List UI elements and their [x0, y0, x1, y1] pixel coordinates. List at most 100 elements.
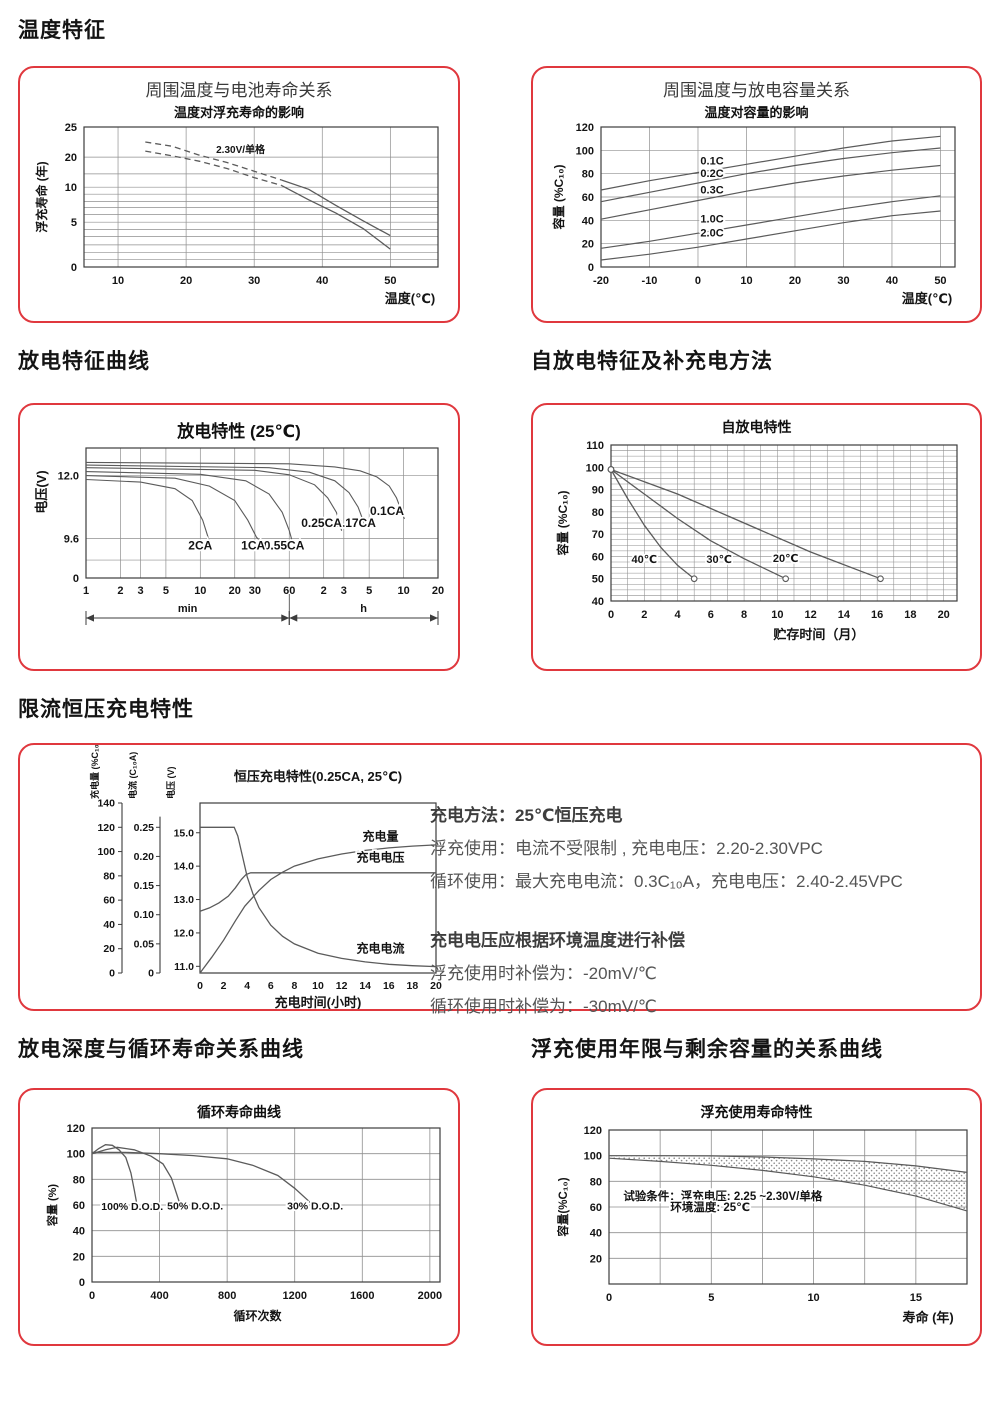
y-tick-label: 140: [97, 798, 115, 810]
x-tick-label: 18: [407, 980, 419, 992]
y-axis-label: 浮充寿命 (年): [34, 161, 49, 232]
curve-label: 充电电压: [357, 849, 405, 864]
labels: 40℃ 30℃ 20℃: [630, 551, 800, 568]
charge-info-block: 充电方法：25℃恒压充电 浮充使用：电流不受限制 , 充电电压：2.20-2.3…: [430, 799, 978, 1023]
x-axis-label: 寿命 (年): [902, 1310, 953, 1325]
x-tick-label: 1: [83, 585, 89, 597]
curve-label: 充电电流: [357, 940, 405, 955]
y-tick-label: 0.25: [134, 822, 155, 834]
x-tick-label: 2: [641, 609, 647, 621]
section-heading-charge: 限流恒压充电特性: [18, 698, 194, 721]
ticks: 0 20 40 60 80 100 120 -20 -10 0 10 20 30 40 50 温度(℃) 容量 …: [551, 122, 952, 306]
time-unit-label: min: [178, 603, 198, 615]
x-tick-label: 10: [194, 585, 206, 597]
y-tick-label: 120: [97, 822, 115, 834]
x-tick-label: 20: [938, 609, 950, 621]
curve-label: 2.30V/单格: [216, 143, 266, 156]
x-tick-label: 3: [137, 585, 143, 597]
y-tick-label: 0.15: [134, 880, 155, 892]
y-tick-label: 120: [576, 122, 594, 134]
section-heading-cycle-life: 放电深度与循环寿命关系曲线: [18, 1038, 304, 1061]
ticks: 0 5 10 20 25 10 20 30 40 50 温度(℃) 浮充寿命 (年): [34, 122, 435, 306]
curve-label: 0.1CA: [370, 504, 404, 518]
curve-label: 30℃: [706, 554, 732, 566]
y-tick-label: 0: [148, 968, 154, 980]
x-tick-label: 14: [359, 980, 371, 992]
x-tick-label: 4: [674, 609, 681, 621]
y-tick-label: 25: [65, 122, 77, 134]
x-axis-label: 循环次数: [234, 1308, 283, 1323]
test-condition-note: 试验条件：浮充电压: 2.25 ~2.30V/单格: [623, 1189, 823, 1203]
chart-self-discharge: 40℃ 30℃ 20℃ 40 50 60 70 80 90 100 110 0 2 4 6 8 10 12 14 16…: [555, 440, 958, 642]
x-tick-label: 10: [740, 275, 752, 287]
series: [199, 826, 437, 974]
x-tick-label: 20: [432, 585, 444, 597]
curve-label: 20℃: [773, 553, 799, 565]
curve-label: 0.2C: [700, 168, 723, 180]
band: [608, 1155, 968, 1212]
y-tick-label: 40: [592, 596, 604, 608]
x-tick-label: 2: [117, 585, 123, 597]
section-heading-temperature: 温度特征: [18, 19, 106, 42]
ticks: 20 40 60 80 100 120 0 5 10 15 寿命 (年) 容量(%C₁₀): [556, 1125, 954, 1325]
curve-label: 1CA: [241, 538, 265, 552]
frame: [91, 1127, 441, 1283]
card-cycle-life: 循环寿命曲线 100% D.O.D. 50% D.O.D. 30% D.O.D. 0 2…: [18, 1088, 460, 1346]
chart-title: 浮充使用寿命特性: [700, 1104, 813, 1120]
series: [600, 135, 941, 261]
y-tick-label: 14.0: [174, 861, 195, 873]
charge-info-line: 循环使用时补偿为：-30mV/℃: [430, 997, 657, 1016]
gridlines: [608, 1129, 968, 1284]
y-tick-label: 0: [109, 968, 115, 980]
x-tick-label: 20: [430, 980, 442, 992]
y-tick-label: 11.0: [174, 961, 194, 973]
charge-info-line: 充电电压应根据环境温度进行补偿: [430, 931, 685, 950]
charge-info-line: 充电方法：25℃恒压充电: [430, 806, 623, 825]
x-tick-label: 20: [229, 585, 241, 597]
y-tick-label: 40: [590, 1228, 602, 1240]
x-tick-label: 0: [197, 980, 203, 992]
card-cv-charge: 恒压充电特性(0.25CA, 25℃) 0 20 40 60 80 100 120 140 0 0.…: [18, 743, 982, 1016]
ticks: 40 50 60 70 80 90 100 110 0 2 4 6 8 10 12 14 16 18 20 贮存时间（…: [555, 440, 950, 642]
card-self-discharge: 自放电特性 40℃ 30℃ 20℃ 40 50 60 70 80 90 100 110 0 2 4 6 8 10…: [531, 403, 982, 671]
gridlines: [600, 126, 955, 268]
y-tick-label: 9.6: [64, 534, 79, 546]
x-tick-label: 18: [904, 609, 916, 621]
x-tick-label: 5: [708, 1292, 714, 1304]
y-tick-label: 0: [73, 573, 79, 585]
y-tick-label: 80: [590, 1176, 602, 1188]
x-tick-label: 30: [248, 275, 260, 287]
x-tick-label: 400: [150, 1290, 168, 1302]
y-tick-label: 80: [592, 507, 604, 519]
y-tick-label: 0: [71, 262, 77, 274]
y-tick-label: 40: [582, 215, 594, 227]
x-tick-label: 2: [221, 980, 227, 992]
curve-label: 2CA: [188, 538, 212, 552]
x-tick-label: 30: [249, 585, 261, 597]
y-tick-label: 15.0: [174, 827, 195, 839]
x-tick-label: 8: [741, 609, 747, 621]
curve-label: 1.0C: [700, 214, 723, 226]
x-tick-label: 4: [244, 980, 250, 992]
y-tick-label: 40: [73, 1226, 85, 1238]
x-axis-label: 温度(℃): [902, 291, 952, 306]
section-heading-discharge: 放电特征曲线: [18, 350, 150, 373]
x-axis-label: 贮存时间（月）: [772, 627, 864, 642]
curve-label: 0.1C: [700, 155, 723, 167]
y-tick-label: 20: [103, 943, 115, 955]
chart-cv-charge: 恒压充电特性(0.25CA, 25℃)02040608010012014000.…: [89, 745, 442, 1009]
y-tick-label: 120: [584, 1125, 602, 1137]
section-heading-float-life: 浮充使用年限与剩余容量的关系曲线: [531, 1038, 883, 1061]
gridlines: [84, 127, 438, 267]
x-tick-label: 15: [910, 1292, 922, 1304]
y-tick-label: 50: [592, 574, 604, 586]
card-float-life: 浮充使用寿命特性 试验条件：浮充电压: 2.25 ~2.30V/单格 环境温度: …: [531, 1088, 982, 1346]
y-tick-label: 5: [71, 217, 77, 229]
gridlines: [610, 444, 957, 602]
y-tick-label: 0: [588, 262, 594, 274]
frame: [85, 447, 439, 579]
